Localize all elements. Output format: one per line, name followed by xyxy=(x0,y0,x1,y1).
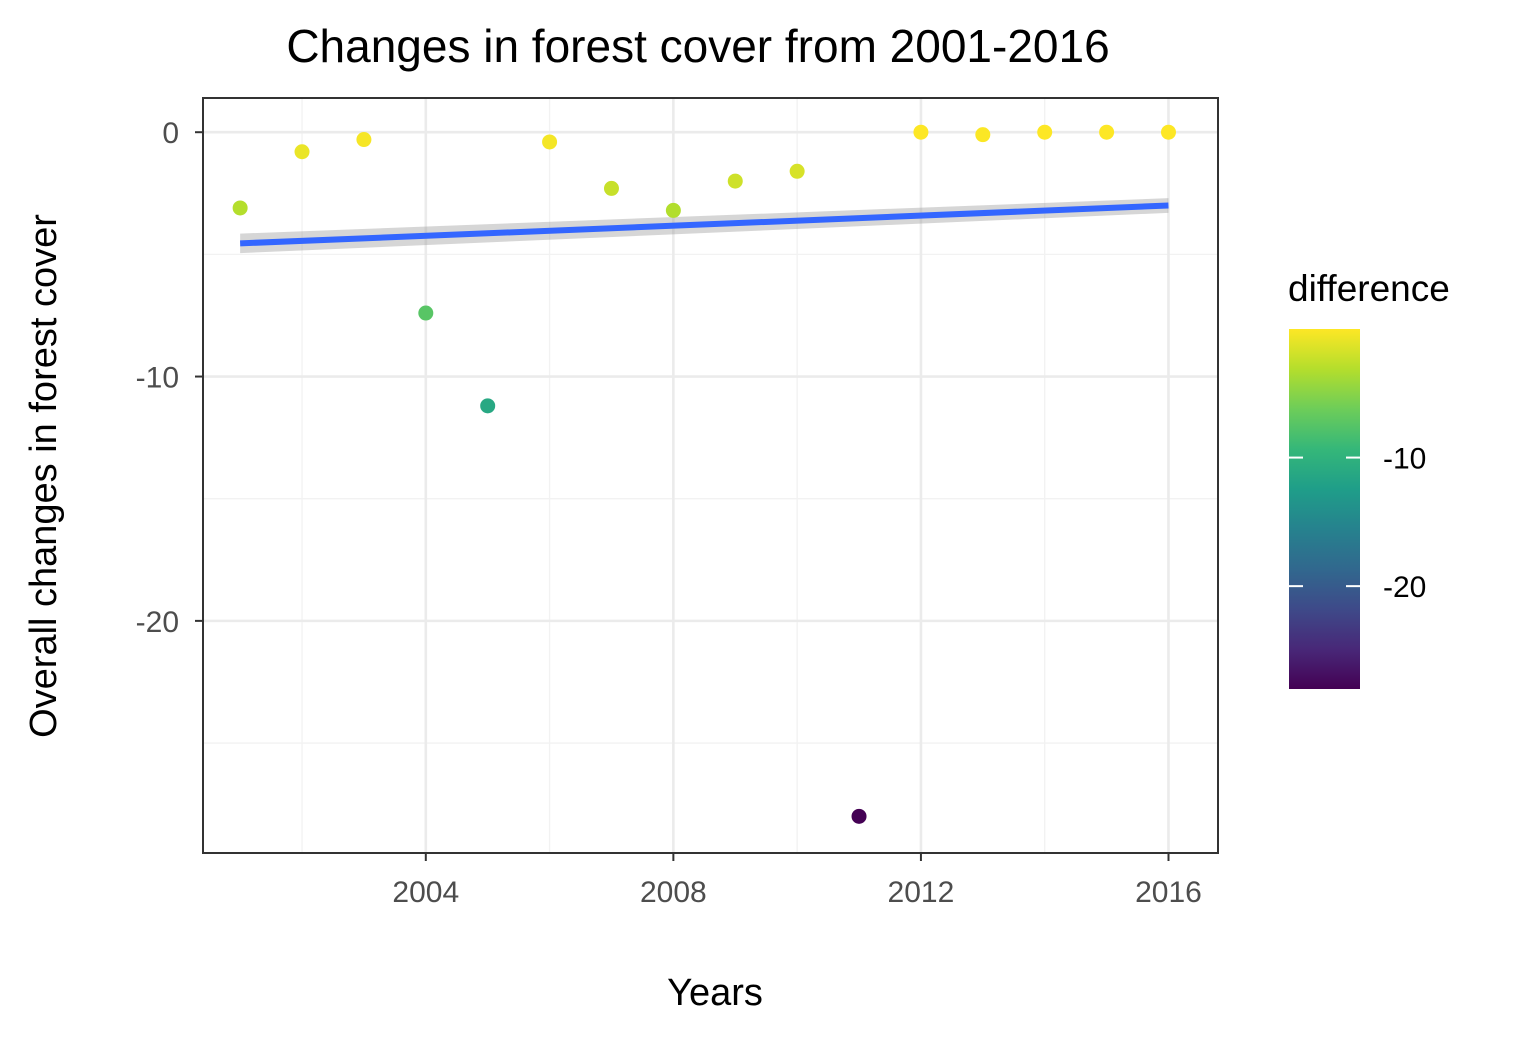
data-point xyxy=(789,163,805,179)
panel-border xyxy=(202,97,1219,854)
data-point xyxy=(603,180,619,196)
data-point xyxy=(727,173,743,189)
data-point xyxy=(480,398,496,414)
data-point xyxy=(665,202,681,218)
chart-title: Changes in forest cover from 2001-2016 xyxy=(286,20,1109,72)
legend: difference -10 -20 xyxy=(1288,268,1450,689)
x-axis-title: Years xyxy=(667,972,763,1014)
x-tick-label: 2012 xyxy=(888,876,955,909)
colorbar xyxy=(1289,329,1360,689)
x-tick-label: 2016 xyxy=(1135,876,1202,909)
legend-title: difference xyxy=(1288,268,1450,309)
x-axis: 2004 2008 2012 2016 xyxy=(392,853,1202,909)
y-tick-label: -20 xyxy=(136,606,179,639)
y-tick-label: 0 xyxy=(162,117,179,150)
data-point xyxy=(913,124,929,140)
data-point xyxy=(851,808,867,824)
y-axis: 0 -10 -20 xyxy=(136,117,203,639)
legend-tick-label: -10 xyxy=(1383,443,1426,476)
data-point xyxy=(1099,124,1115,140)
y-axis-title: Overall changes in forest cover xyxy=(23,214,65,738)
data-point xyxy=(1037,124,1053,140)
x-tick-label: 2004 xyxy=(392,876,459,909)
y-tick-label: -10 xyxy=(136,362,179,395)
x-tick-label: 2008 xyxy=(640,876,707,909)
data-point xyxy=(1160,124,1176,140)
data-point xyxy=(542,134,558,150)
data-point xyxy=(975,127,991,143)
data-point xyxy=(356,132,372,148)
plot-panel xyxy=(202,97,1219,854)
data-point xyxy=(418,305,434,321)
grid xyxy=(203,98,1218,853)
trend-line xyxy=(240,202,1169,247)
data-point xyxy=(294,144,310,160)
legend-tick-label: -20 xyxy=(1383,571,1426,604)
data-point xyxy=(232,200,248,216)
